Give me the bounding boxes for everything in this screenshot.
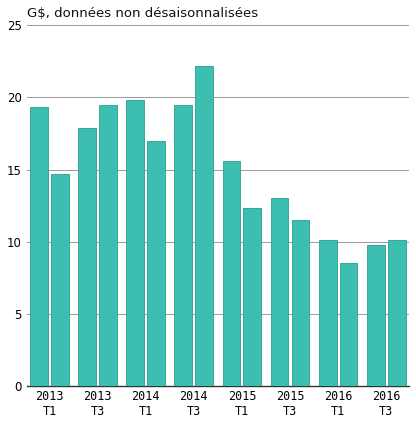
- Bar: [271, 198, 288, 386]
- Bar: [147, 141, 165, 386]
- Bar: [292, 220, 310, 386]
- Bar: [30, 108, 48, 386]
- Bar: [319, 240, 337, 386]
- Text: G$, données non désaisonnalisées: G$, données non désaisonnalisées: [27, 7, 258, 20]
- Bar: [388, 240, 406, 386]
- Bar: [339, 263, 357, 386]
- Bar: [174, 105, 192, 386]
- Bar: [196, 66, 213, 386]
- Bar: [78, 128, 96, 386]
- Bar: [51, 174, 69, 386]
- Bar: [223, 161, 240, 386]
- Bar: [126, 100, 144, 386]
- Bar: [243, 209, 261, 386]
- Bar: [99, 105, 117, 386]
- Bar: [367, 244, 385, 386]
